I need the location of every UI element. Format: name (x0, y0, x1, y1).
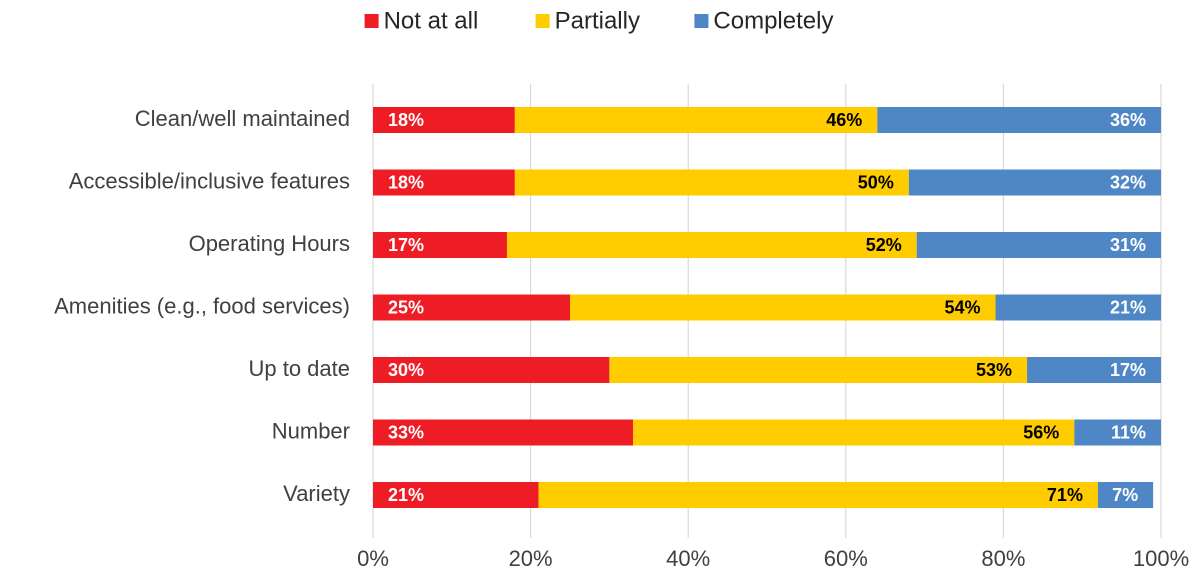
bar-segment-partially (538, 482, 1098, 508)
bar-segment-completely (1074, 419, 1161, 446)
data-label-partially: 54% (944, 297, 980, 317)
data-label-partially: 50% (858, 172, 894, 192)
bar-segment-partially (514, 169, 909, 196)
data-label-not-at-all: 33% (388, 422, 424, 442)
category-label: Clean/well maintained (135, 106, 350, 131)
x-tick-label: 100% (1133, 546, 1189, 571)
bar-segment-not-at-all (373, 107, 515, 133)
category-labels: Clean/well maintained Accessible/inclusiv… (54, 106, 350, 506)
bar-segment-not-at-all (373, 357, 610, 383)
chart-legend: Not at all Partially Completely (364, 7, 833, 34)
bar-segment-not-at-all (373, 419, 634, 446)
bar-segment-not-at-all (373, 232, 507, 258)
bar-segment-not-at-all (373, 294, 570, 321)
x-tick-label: 40% (666, 546, 710, 571)
data-label-completely: 7% (1112, 485, 1138, 505)
data-label-not-at-all: 18% (388, 110, 424, 130)
data-label-completely: 11% (1111, 422, 1146, 442)
data-label-completely: 21% (1110, 297, 1146, 317)
data-label-not-at-all: 25% (388, 297, 424, 317)
data-label-completely: 17% (1110, 360, 1146, 380)
bar-segment-completely (1027, 357, 1161, 383)
data-label-partially: 53% (976, 360, 1012, 380)
bar-segment-completely (916, 232, 1161, 258)
data-label-completely: 36% (1110, 110, 1146, 130)
data-label-partially: 52% (866, 235, 902, 255)
legend-item-partially: Partially (535, 7, 640, 34)
data-label-not-at-all: 21% (388, 485, 424, 505)
bar-segment-completely (995, 294, 1161, 321)
x-tick-label: 60% (824, 546, 868, 571)
category-label: Operating Hours (189, 231, 350, 256)
category-label: Accessible/inclusive features (69, 168, 350, 193)
legend-label: Partially (555, 7, 640, 34)
category-label: Amenities (e.g., food services) (54, 293, 350, 318)
data-label-completely: 32% (1110, 172, 1146, 192)
legend-label: Completely (713, 7, 833, 34)
data-label-partially: 71% (1047, 485, 1083, 505)
x-tick-label: 0% (357, 546, 389, 571)
bar-segment-completely (908, 169, 1161, 196)
legend-item-not-at-all: Not at all (364, 7, 479, 34)
bar-segment-partially (609, 357, 1028, 383)
bar-segment-completely (877, 107, 1161, 133)
data-label-partially: 56% (1023, 422, 1059, 442)
bar-segment-not-at-all (373, 169, 515, 196)
bar-segment-partially (633, 419, 1075, 446)
legend-label: Not at all (384, 7, 479, 34)
bar-segment-completely (1097, 482, 1154, 508)
data-label-not-at-all: 17% (388, 235, 424, 255)
data-label-not-at-all: 30% (388, 360, 424, 380)
data-label-completely: 31% (1110, 235, 1146, 255)
x-tick-label: 20% (509, 546, 553, 571)
data-label-not-at-all: 18% (388, 172, 424, 192)
bar-segment-partially (570, 294, 996, 321)
category-label: Variety (283, 481, 350, 506)
legend-item-completely: Completely (694, 7, 833, 34)
category-label: Up to date (248, 356, 350, 381)
x-axis-tick-labels: 0% 20% 40% 60% 80% 100% (357, 546, 1189, 571)
bars: 18% 46% 36% 18% 50% 32% 17% 52% 31% 25% 54% 21% 30% 5… (373, 107, 1161, 508)
category-label: Number (272, 418, 350, 443)
bar-segment-partially (514, 107, 878, 133)
legend-swatch (364, 14, 379, 28)
bar-segment-not-at-all (373, 482, 539, 508)
legend-swatch (694, 14, 709, 28)
bar-segment-partially (506, 232, 917, 258)
data-label-partially: 46% (826, 110, 862, 130)
x-tick-label: 80% (981, 546, 1025, 571)
legend-swatch (535, 14, 550, 28)
